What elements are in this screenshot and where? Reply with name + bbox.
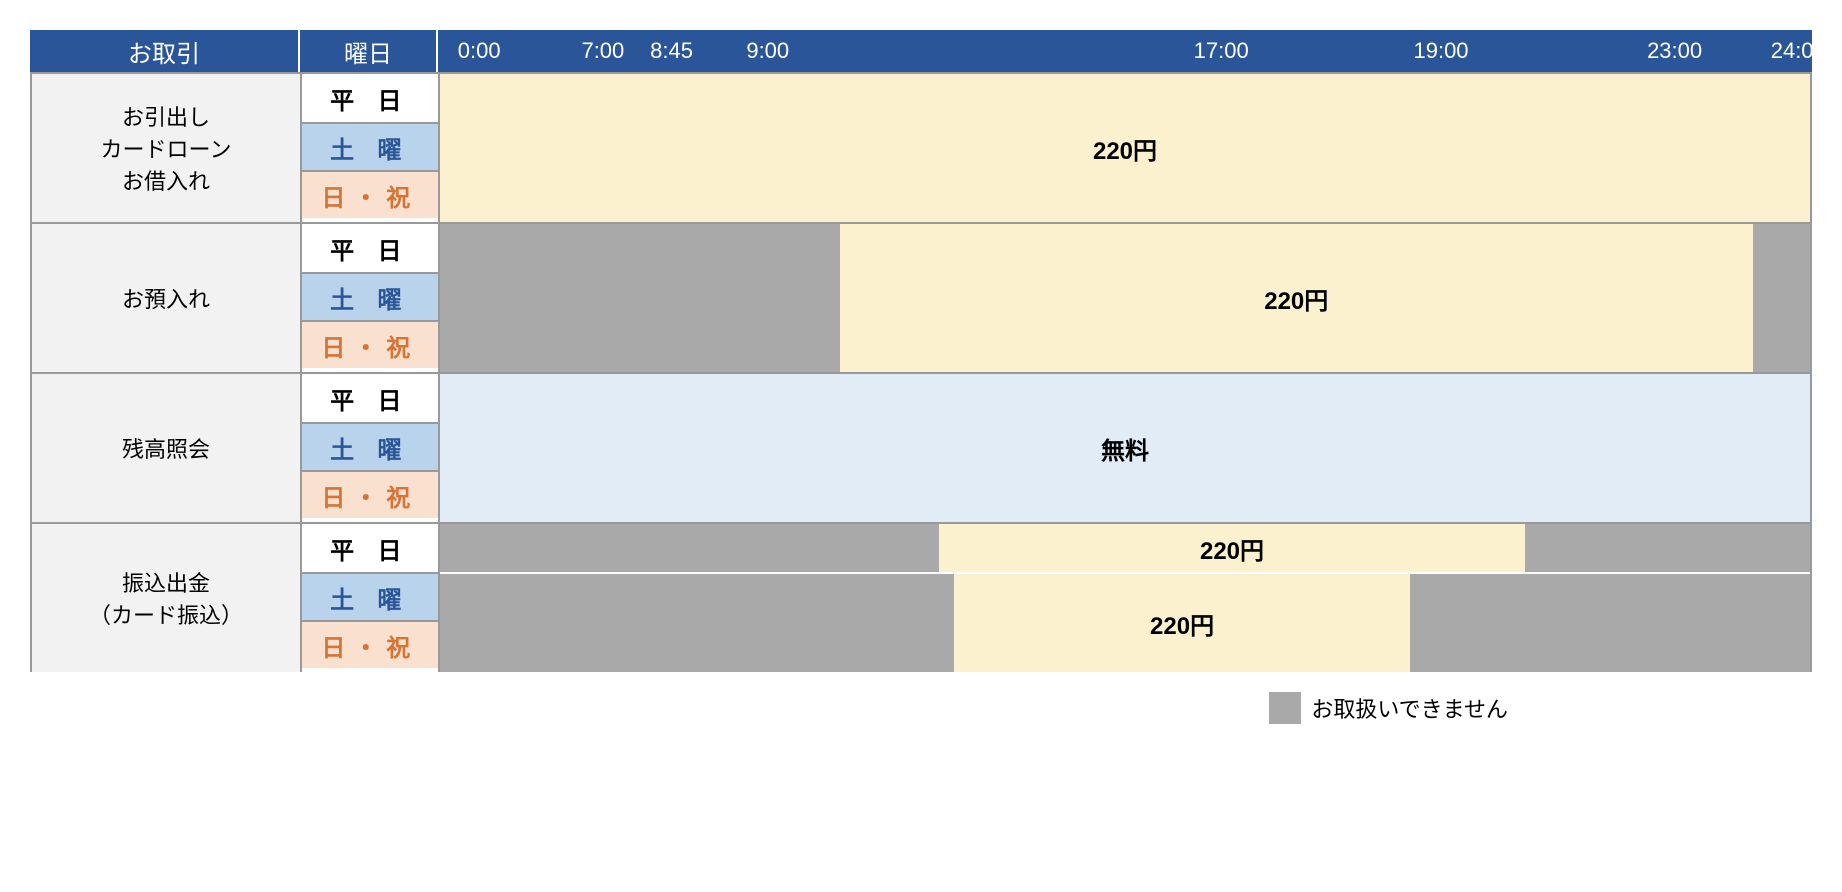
day-column: 平 日土 曜日・祝 [302,224,440,372]
bar-fee: 220円 [954,574,1411,672]
time-label: 0:00 [458,38,501,64]
transaction-name: 残高照会 [32,374,302,522]
time-label: 17:00 [1194,38,1249,64]
bars-column: 220円 [440,224,1810,372]
day-column: 平 日土 曜日・祝 [302,74,440,222]
bar-label: 220円 [1264,281,1328,316]
bar-label: 無料 [1101,431,1149,466]
transaction-name-line: お借入れ [122,164,210,196]
time-label: 19:00 [1413,38,1468,64]
day-cell-sat: 土 曜 [302,272,438,320]
day-cell-weekday: 平 日 [302,74,438,122]
day-cell-sun: 日・祝 [302,470,438,518]
transaction-row: お引出しカードローンお借入れ平 日土 曜日・祝220円 [30,72,1812,222]
transaction-name-line: お引出し [122,100,210,132]
day-cell-sat: 土 曜 [302,572,438,620]
time-label: 9:00 [746,38,789,64]
time-label: 23:00 [1647,38,1702,64]
header-day: 曜日 [300,30,438,72]
transaction-name: お預入れ [32,224,302,372]
bar-unavailable [1525,524,1810,572]
bar-free: 無料 [440,374,1810,522]
transaction-row: 残高照会 平 日土 曜日・祝 無料 [30,372,1812,522]
transaction-name-line: 残高照会 [122,432,210,464]
bars-column: 220円 220円 [440,524,1810,672]
bar-unavailable [440,574,954,672]
bar-unavailable [1410,574,1810,672]
day-cell-sun: 日・祝 [302,320,438,368]
transaction-row: 振込出金（カード振込）平 日土 曜日・祝220円220円 [30,522,1812,672]
transaction-name-line: 振込出金 [122,566,210,598]
bars-column: 220円 [440,74,1810,222]
transaction-row: お預入れ 平 日土 曜日・祝 220円 [30,222,1812,372]
day-cell-sun: 日・祝 [302,620,438,668]
day-cell-sat: 土 曜 [302,422,438,470]
time-label: 24:00 [1771,38,1826,64]
time-label: 8:45 [650,38,693,64]
day-cell-sun: 日・祝 [302,170,438,218]
bar-label: 220円 [1150,606,1214,641]
legend-swatch-unavailable [1269,692,1301,724]
legend-text: お取扱いできません [1311,692,1508,724]
day-column: 平 日土 曜日・祝 [302,374,440,522]
day-cell-weekday: 平 日 [302,224,438,272]
transaction-name-line: （カード振込） [89,598,243,630]
header-timeline: 0:007:008:459:0017:0019:0023:0024:00 [438,30,1812,72]
transaction-name: お引出しカードローンお借入れ [32,74,302,222]
bars-column: 無料 [440,374,1810,522]
day-cell-sat: 土 曜 [302,122,438,170]
bar-label: 220円 [1200,531,1264,566]
legend: お取扱いできません [30,692,1508,724]
bar-unavailable [1753,224,1810,372]
header-row: お取引曜日0:007:008:459:0017:0019:0023:0024:0… [30,30,1812,72]
bar-label: 220円 [1093,131,1157,166]
bar-unavailable [440,224,840,372]
bar-fee: 220円 [440,74,1810,222]
transaction-name-line: カードローン [101,132,232,164]
header-transaction: お取引 [30,30,300,72]
fee-schedule-chart: お取引曜日0:007:008:459:0017:0019:0023:0024:0… [30,30,1812,724]
day-cell-weekday: 平 日 [302,524,438,572]
time-label: 7:00 [581,38,624,64]
day-column: 平 日土 曜日・祝 [302,524,440,672]
bar-fee: 220円 [939,524,1524,572]
day-cell-weekday: 平 日 [302,374,438,422]
bar-fee: 220円 [840,224,1753,372]
transaction-name: 振込出金（カード振込） [32,524,302,672]
bar-unavailable [440,524,939,572]
transaction-name-line: お預入れ [122,282,210,314]
